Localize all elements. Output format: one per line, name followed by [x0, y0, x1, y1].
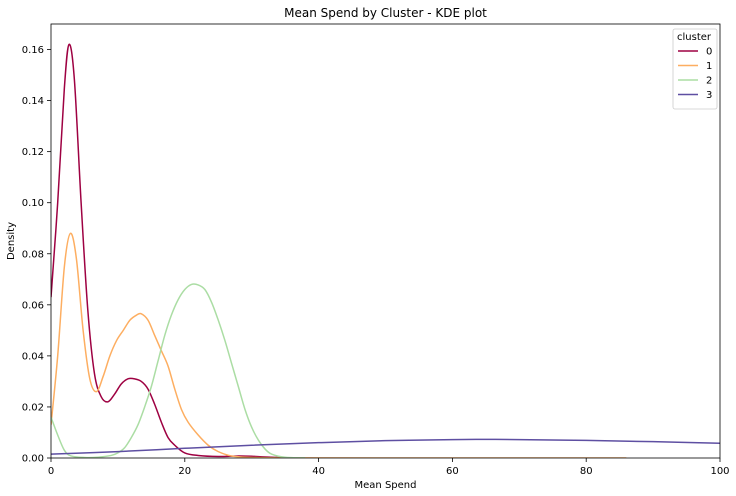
- y-tick-label: 0.08: [22, 249, 44, 260]
- legend-label-2: 2: [706, 76, 712, 87]
- series-line-3: [51, 438, 720, 455]
- x-axis: 0 20 40 60 80 100: [48, 458, 730, 477]
- y-tick-label: 0.04: [22, 351, 44, 362]
- legend-label-0: 0: [706, 47, 712, 58]
- legend-title: cluster: [677, 32, 712, 43]
- series-line-0: [51, 43, 286, 458]
- plot-frame: [50, 23, 721, 459]
- legend-box: [672, 28, 718, 110]
- x-tick-label: 20: [178, 466, 191, 477]
- series-line-2: [51, 283, 306, 458]
- x-tick-label: 80: [580, 466, 593, 477]
- x-axis-title: Mean Spend: [355, 480, 417, 491]
- y-axis: 0.00 0.02 0.04 0.06 0.08 0.10 0.12 0.14 0.16: [22, 45, 51, 465]
- y-tick-label: 0.14: [22, 96, 44, 107]
- y-tick-label: 0.12: [22, 147, 44, 158]
- x-tick-label: 100: [710, 466, 729, 477]
- legend-label-1: 1: [706, 61, 712, 72]
- plot-lines: [51, 43, 720, 458]
- x-tick-label: 60: [446, 466, 459, 477]
- legend-label-3: 3: [706, 90, 712, 101]
- series-line-1: [51, 232, 627, 458]
- y-tick-label: 0.06: [22, 300, 44, 311]
- legend-items: 0 1 2 3: [678, 47, 712, 101]
- chart-title: Mean Spend by Cluster - KDE plot: [284, 6, 487, 20]
- y-tick-label: 0.02: [22, 402, 44, 413]
- legend: cluster 0 1 2 3: [672, 28, 718, 110]
- y-tick-label: 0.00: [22, 454, 44, 465]
- y-axis-title: Density: [6, 222, 17, 260]
- y-tick-label: 0.16: [22, 45, 44, 56]
- x-tick-label: 0: [48, 466, 54, 477]
- y-tick-label: 0.10: [22, 198, 44, 209]
- x-tick-label: 40: [312, 466, 325, 477]
